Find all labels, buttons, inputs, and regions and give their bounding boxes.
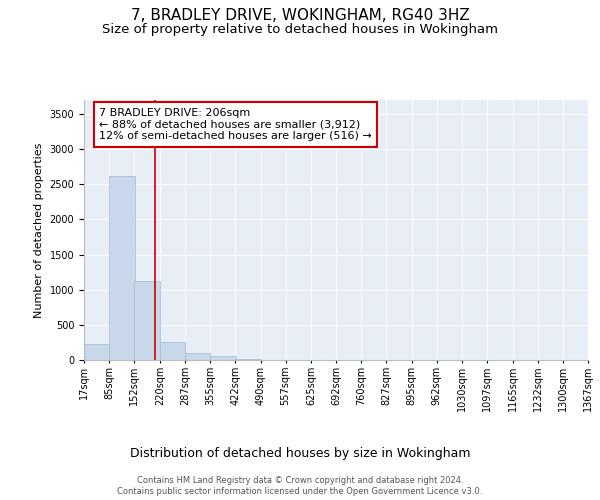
Text: 7 BRADLEY DRIVE: 206sqm
← 88% of detached houses are smaller (3,912)
12% of semi: 7 BRADLEY DRIVE: 206sqm ← 88% of detache… — [99, 108, 372, 141]
Bar — [134, 282, 160, 360]
Text: Size of property relative to detached houses in Wokingham: Size of property relative to detached ho… — [102, 22, 498, 36]
Bar — [185, 354, 210, 360]
Bar — [235, 358, 260, 360]
Bar — [160, 342, 185, 360]
Y-axis label: Number of detached properties: Number of detached properties — [34, 142, 44, 318]
Bar — [210, 356, 236, 360]
Bar — [84, 344, 109, 360]
Text: Contains public sector information licensed under the Open Government Licence v3: Contains public sector information licen… — [118, 488, 482, 496]
Text: 7, BRADLEY DRIVE, WOKINGHAM, RG40 3HZ: 7, BRADLEY DRIVE, WOKINGHAM, RG40 3HZ — [131, 8, 469, 22]
Text: Distribution of detached houses by size in Wokingham: Distribution of detached houses by size … — [130, 448, 470, 460]
Text: Contains HM Land Registry data © Crown copyright and database right 2024.: Contains HM Land Registry data © Crown c… — [137, 476, 463, 485]
Bar — [109, 176, 135, 360]
